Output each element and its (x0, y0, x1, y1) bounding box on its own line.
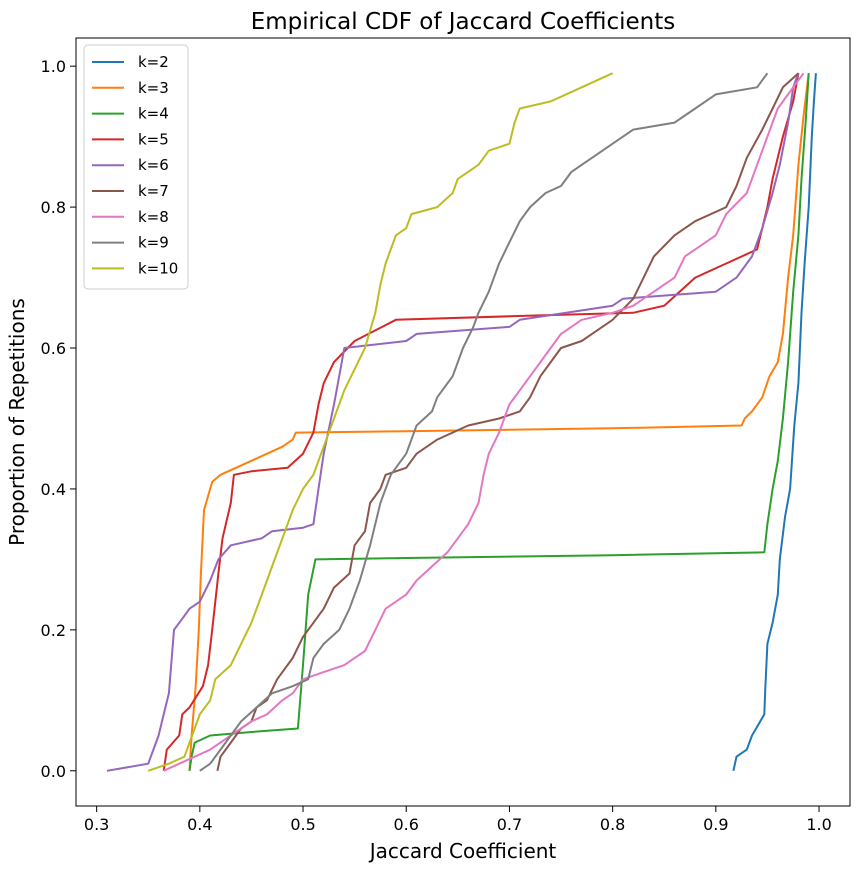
x-tick-label: 0.9 (703, 815, 728, 834)
axes-frame (75, 37, 851, 807)
legend-label: k=2 (138, 53, 169, 71)
x-tick-label: 0.8 (600, 815, 625, 834)
y-tick-label: 0.8 (41, 198, 66, 217)
y-tick-label: 0.6 (41, 339, 66, 358)
legend-label: k=7 (138, 182, 169, 200)
series-line-k-9 (199, 72, 769, 772)
y-axis-label: Proportion of Repetitions (5, 298, 29, 546)
series-line-k-5 (162, 73, 800, 771)
legend-box (83, 44, 189, 290)
y-tick-label: 0.2 (41, 621, 66, 640)
x-tick-label: 0.4 (187, 815, 212, 834)
x-tick-label: 1.0 (806, 815, 831, 834)
x-tick-label: 0.5 (290, 815, 315, 834)
y-tick-label: 0.4 (41, 480, 66, 499)
legend: k=2 k=3 k=4 k=5 k=6 k=7 k=8 k=9 k=10 (83, 44, 189, 290)
axis-ticks: 0.3 0.4 0.5 0.6 0.7 0.8 0.9 1.0 0.0 0.2 0.4 0.6 0.8 1… (41, 57, 832, 834)
legend-label: k=6 (138, 156, 169, 174)
legend-label: k=10 (138, 259, 178, 277)
series-line-k-6 (106, 72, 800, 772)
series-line-k-3 (188, 73, 810, 771)
x-tick-label: 0.6 (394, 815, 419, 834)
legend-label: k=9 (138, 234, 169, 252)
legend-label: k=8 (138, 208, 169, 226)
x-axis-label: Jaccard Coefficient (368, 839, 557, 863)
series-line-k-2 (732, 73, 817, 772)
series-line-k-7 (216, 72, 800, 772)
series-line-k-4 (188, 73, 810, 771)
series-line-k-8 (163, 72, 805, 772)
chart-title: Empirical CDF of Jaccard Coefficients (251, 9, 676, 35)
x-tick-label: 0.7 (497, 815, 522, 834)
series-line-k-10 (147, 72, 614, 772)
x-tick-label: 0.3 (84, 815, 109, 834)
y-tick-label: 0.0 (41, 762, 66, 781)
legend-label: k=4 (138, 105, 169, 123)
legend-label: k=3 (138, 79, 169, 97)
legend-label: k=5 (138, 130, 169, 148)
plot-area (106, 72, 817, 772)
y-tick-label: 1.0 (41, 57, 66, 76)
